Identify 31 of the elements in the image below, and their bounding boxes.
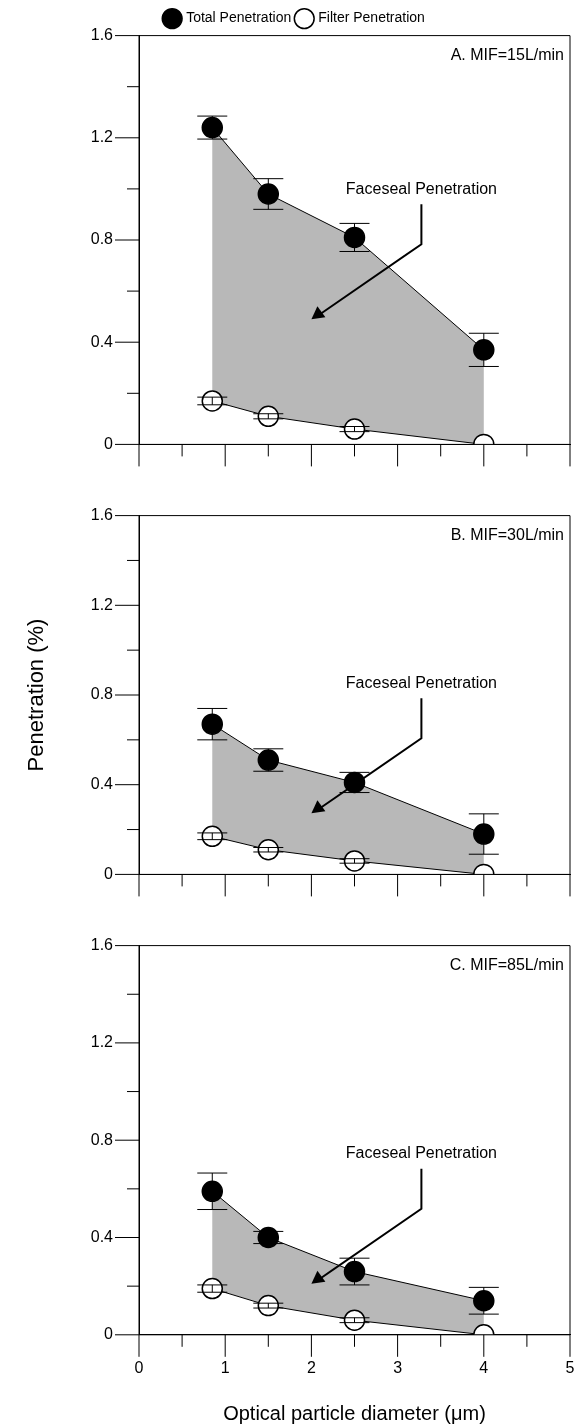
y-tick-label: 0.8 — [90, 1130, 114, 1148]
annotation: B. MIF=30L/min — [450, 526, 564, 544]
y-tick-label: 0 — [104, 1325, 114, 1343]
y-tick-label: 1.2 — [90, 595, 114, 613]
y-tick-label: 1.6 — [90, 26, 114, 44]
y-tick-label: 0 — [104, 434, 114, 452]
y-tick-label: 0 — [104, 864, 114, 882]
y-tick-label: 1.6 — [90, 506, 114, 524]
annotation: Faceseal Penetration — [345, 673, 497, 691]
annotation: Faceseal Penetration — [345, 1144, 497, 1162]
y-tick-label: 0.4 — [90, 1227, 114, 1245]
y-tick-label: 0.8 — [90, 230, 114, 248]
y-tick-label: 1.2 — [90, 128, 114, 146]
y-tick-label: 1.6 — [90, 936, 114, 954]
x-tick-label: 1 — [220, 1358, 230, 1376]
legend-label: Total Penetration — [186, 9, 292, 26]
y-axis-title: Penetration (%) — [23, 618, 49, 772]
y-tick-label: 0.4 — [90, 775, 114, 793]
x-tick-label: 0 — [134, 1358, 144, 1376]
y-tick-label: 1.2 — [90, 1033, 114, 1051]
x-tick-label: 5 — [565, 1358, 575, 1376]
y-tick-label: 0.4 — [90, 332, 114, 350]
x-axis-title: Optical particle diameter (μm) — [223, 1401, 486, 1424]
annotation: C. MIF=85L/min — [449, 956, 564, 974]
annotation: Faceseal Penetration — [345, 179, 497, 197]
x-tick-label: 3 — [393, 1358, 403, 1376]
x-tick-label: 4 — [479, 1358, 489, 1376]
legend-label: Filter Penetration — [318, 9, 425, 26]
x-tick-label: 2 — [306, 1358, 316, 1376]
annotation: A. MIF=15L/min — [450, 46, 564, 64]
y-tick-label: 0.8 — [90, 685, 114, 703]
